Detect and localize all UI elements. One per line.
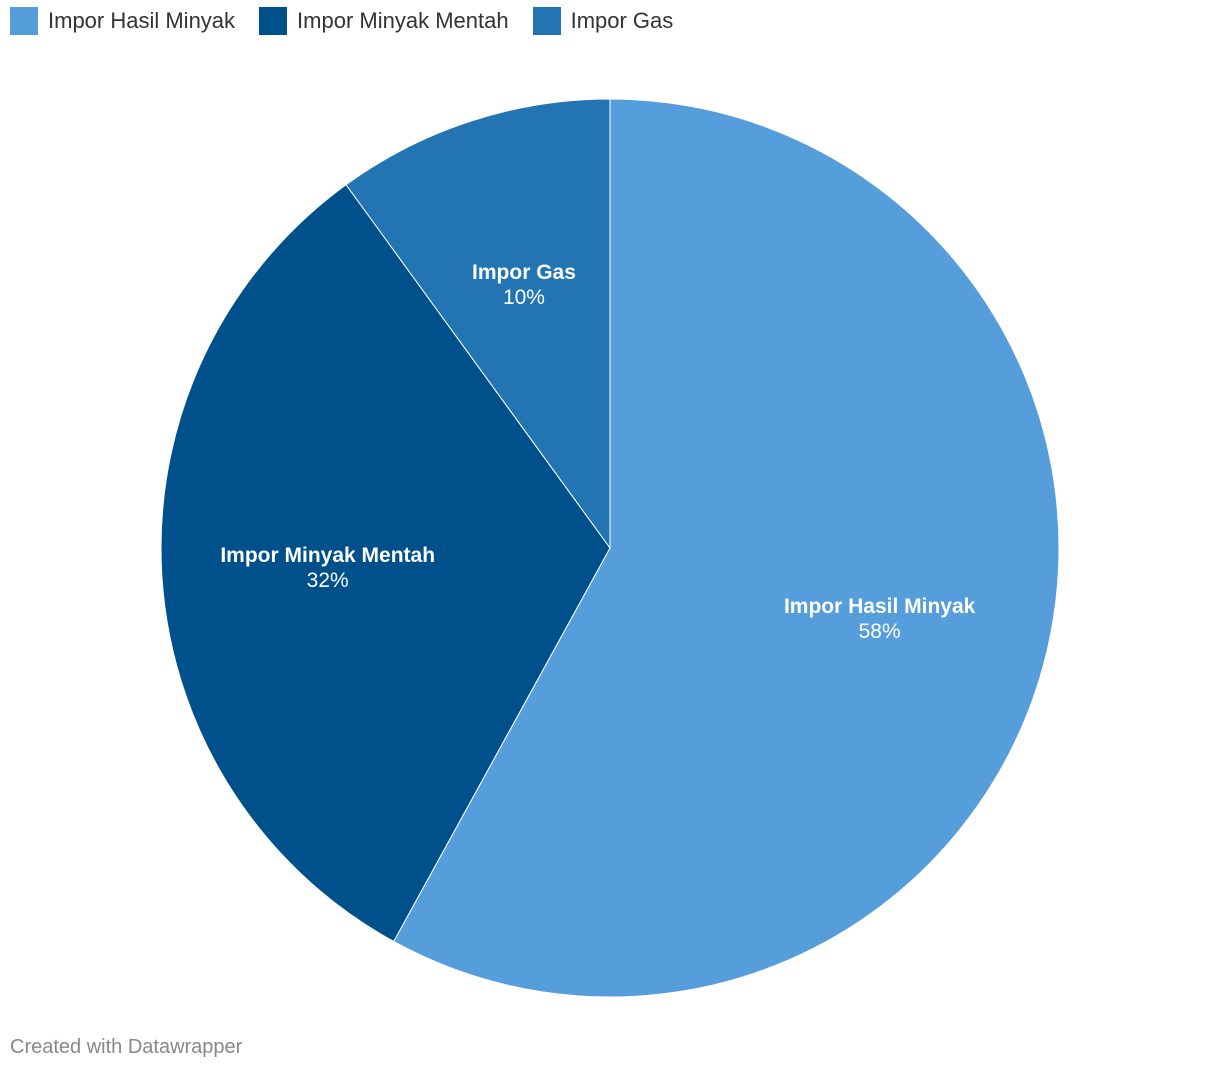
slice-value-impor-hasil-minyak: 58% <box>859 620 901 643</box>
slice-label-impor-minyak-mentah: Impor Minyak Mentah <box>220 544 435 567</box>
legend-item-impor-hasil-minyak: Impor Hasil Minyak <box>10 7 235 35</box>
slice-label-impor-hasil-minyak: Impor Hasil Minyak <box>784 595 976 618</box>
legend-swatch-impor-hasil-minyak <box>10 7 38 35</box>
pie-slice-impor-hasil-minyak <box>393 98 1060 998</box>
chart-legend: Impor Hasil Minyak Impor Minyak Mentah I… <box>10 7 673 35</box>
legend-label-impor-hasil-minyak: Impor Hasil Minyak <box>48 8 236 33</box>
slice-label-impor-gas: Impor Gas <box>472 261 576 284</box>
pie-slice-impor-minyak-mentah <box>160 184 611 943</box>
legend-label-impor-minyak-mentah: Impor Minyak Mentah <box>297 8 509 33</box>
pie-slice-impor-gas <box>345 98 611 550</box>
legend-swatch-impor-gas <box>532 7 561 35</box>
slice-value-impor-minyak-mentah: 32% <box>307 569 349 592</box>
slice-value-impor-gas: 10% <box>503 286 545 309</box>
legend-item-impor-minyak-mentah: Impor Minyak Mentah <box>259 7 509 35</box>
footer-credit: Created with Datawrapper <box>10 1036 243 1058</box>
legend-item-impor-gas: Impor Gas <box>532 7 674 35</box>
legend-swatch-impor-minyak-mentah <box>259 7 288 35</box>
pie-slices <box>160 98 1060 998</box>
legend-label-impor-gas: Impor Gas <box>570 8 674 33</box>
